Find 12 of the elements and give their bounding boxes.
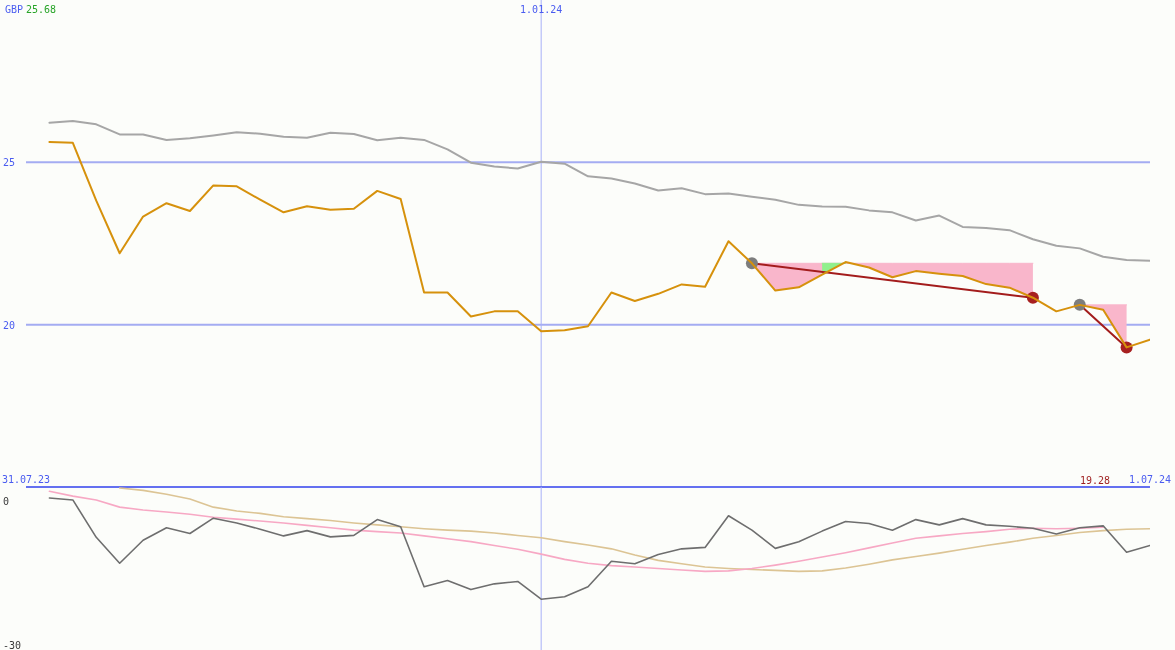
- y-tick-label: 0: [3, 495, 10, 507]
- y-tick-label: 20: [3, 319, 16, 331]
- x-tick-label: 1.07.24: [1128, 474, 1172, 485]
- y-tick-label: -30: [3, 639, 22, 650]
- y-tick-label: 25: [3, 156, 16, 168]
- line-series: [48, 497, 1150, 600]
- x-tick-label: 31.07.23: [1, 474, 51, 485]
- annotation: 19.28: [1079, 475, 1110, 486]
- ref-line-label: 1.01.24: [520, 4, 563, 15]
- line-series: [48, 120, 1150, 262]
- annotation: 25.68: [26, 4, 57, 15]
- y-axis-title: GBP: [5, 4, 24, 15]
